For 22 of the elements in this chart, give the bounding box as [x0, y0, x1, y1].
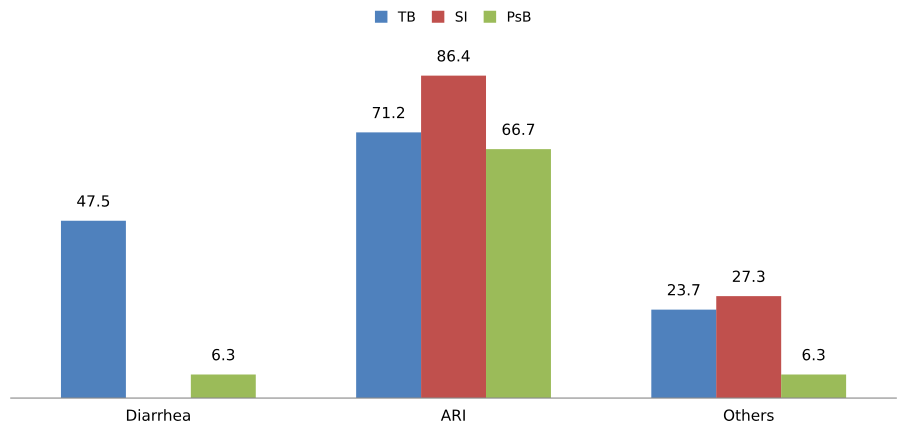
data-label: 6.3 — [802, 348, 825, 360]
bar — [651, 310, 716, 398]
bar — [356, 132, 422, 398]
bar — [486, 149, 551, 398]
bar — [716, 296, 782, 398]
x-tick-label: ARI — [440, 410, 465, 421]
legend-label: SI — [456, 11, 466, 22]
x-tick-label: Others — [724, 409, 774, 421]
legend-label: PsB — [508, 11, 530, 22]
bar — [190, 374, 256, 398]
legend-label: TB — [398, 11, 415, 22]
bar — [60, 220, 126, 398]
bar — [421, 76, 486, 398]
bar — [781, 374, 846, 398]
data-label: 66.7 — [502, 124, 534, 136]
data-label: 71.2 — [372, 106, 404, 118]
data-label: 47.5 — [77, 195, 110, 207]
data-label: 27.3 — [732, 270, 764, 282]
x-tick-label: Diarrhea — [126, 409, 190, 421]
data-label: 23.7 — [668, 284, 700, 296]
data-label: 6.3 — [212, 348, 234, 360]
data-label: 86.4 — [438, 50, 470, 62]
